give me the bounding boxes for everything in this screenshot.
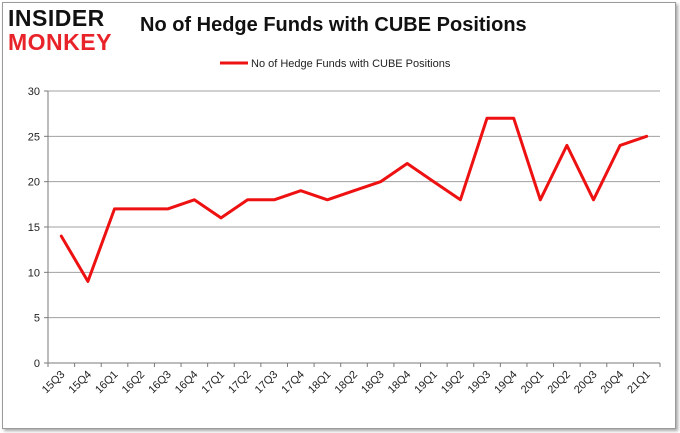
chart-title: No of Hedge Funds with CUBE Positions [140, 14, 527, 36]
x-tick-label: 20Q1 [519, 369, 547, 397]
series-lines [59, 116, 649, 283]
y-tick-label: 30 [28, 86, 40, 98]
y-tick-labels: 0 5 10 15 20 25 30 [28, 86, 40, 370]
x-tick-label: 18Q2 [333, 369, 361, 397]
x-tick-label: 16Q1 [93, 369, 121, 397]
x-tick-labels: 15Q3 15Q4 16Q1 16Q2 16Q3 16Q4 17Q1 17Q2 17Q3 17Q4… [40, 369, 653, 397]
series-line-0 [59, 116, 649, 283]
x-tick-label: 16Q3 [146, 369, 174, 397]
x-tick-label: 16Q4 [173, 369, 201, 397]
x-tick-label: 18Q4 [386, 369, 414, 397]
legend-entry-label: No of Hedge Funds with CUBE Positions [251, 58, 451, 70]
x-tick-label: 16Q2 [120, 369, 148, 397]
x-tick-label: 19Q1 [412, 369, 440, 397]
logo-text-monkey: MONKEY [8, 29, 112, 55]
x-tick-label: 15Q4 [67, 369, 95, 397]
x-tick-label: 15Q3 [40, 369, 68, 397]
chart-frame [2, 2, 676, 429]
x-tick-label: 19Q3 [466, 369, 494, 397]
x-tick-label: 19Q4 [492, 369, 520, 397]
y-tick-label: 15 [28, 222, 40, 234]
y-tick-label: 10 [28, 267, 40, 279]
x-tick-label: 17Q1 [200, 369, 228, 397]
x-tick-label: 17Q4 [279, 369, 307, 397]
x-tick-label: 20Q4 [599, 369, 627, 397]
axes [44, 90, 661, 367]
legend: No of Hedge Funds with CUBE Positions [220, 58, 451, 70]
x-tick-label: 17Q2 [226, 369, 254, 397]
x-tick-label: 17Q3 [253, 369, 281, 397]
y-tick-label: 5 [34, 313, 40, 325]
insider-monkey-logo: INSIDER MONKEY [8, 6, 128, 56]
y-tick-label: 20 [28, 177, 40, 189]
y-tick-label: 25 [28, 131, 40, 143]
x-tick-label: 20Q2 [545, 369, 573, 397]
x-tick-label: 20Q3 [572, 369, 600, 397]
x-tick-label: 21Q1 [625, 369, 653, 397]
x-tick-label: 18Q3 [359, 369, 387, 397]
logo-text-insider: INSIDER [8, 5, 105, 31]
y-tick-label: 0 [34, 358, 40, 370]
x-tick-label: 18Q1 [306, 369, 334, 397]
gridlines [48, 90, 660, 319]
x-tick-label: 19Q2 [439, 369, 467, 397]
